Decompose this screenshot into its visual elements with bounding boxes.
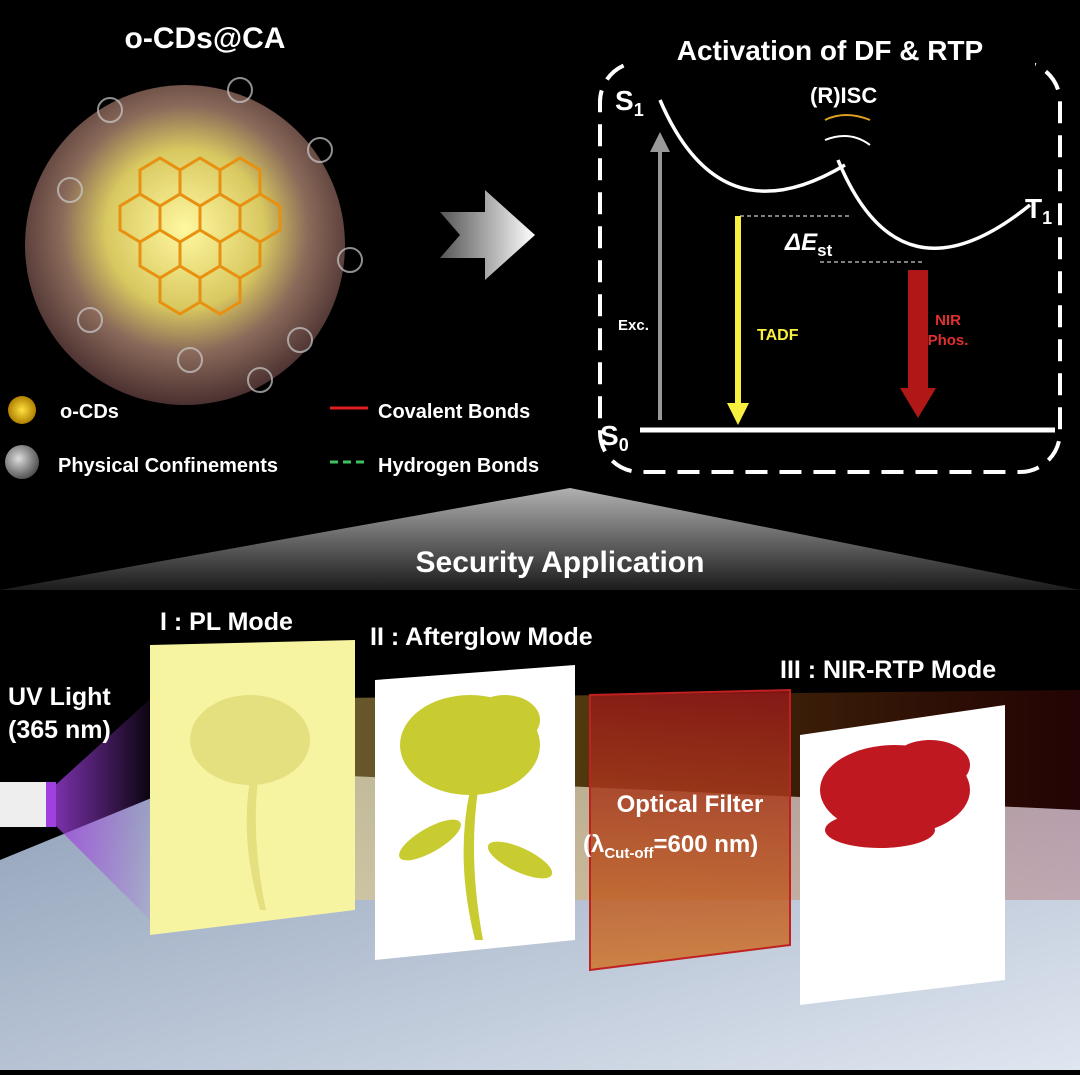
nir-label: NIR Phos.: [928, 312, 969, 349]
subscript: Cut-off: [604, 845, 654, 862]
nir-arrow: [908, 270, 928, 390]
mode-label: III : NIR-RTP Mode: [780, 656, 996, 684]
dashed-frame: [598, 60, 1062, 474]
molecules: [57, 77, 363, 393]
legend-label: Physical Confinements: [58, 455, 278, 477]
nir-line: NIR: [935, 312, 961, 329]
section-title: Security Application: [416, 546, 705, 579]
s0-label: S0: [600, 420, 629, 455]
isc-arrow: [824, 135, 871, 146]
uv-beam: [50, 690, 160, 930]
t1-curve: [836, 159, 1032, 250]
uv-lamp: [0, 782, 50, 827]
spotlight: [0, 488, 1080, 590]
sphere: [25, 85, 345, 405]
symbol: T: [1025, 193, 1042, 224]
exc-arrowhead: [650, 132, 670, 152]
s1-curve: [658, 99, 846, 193]
nir-arrowhead: [900, 388, 936, 418]
uv-line: (365 nm): [8, 716, 111, 744]
uv-label: UV Light (365 nm): [8, 683, 111, 744]
energy-panel: Activation of DF & RTP S1 T1 S0 (R)ISC Δ…: [598, 30, 1062, 474]
tadf-arrowhead: [727, 403, 749, 425]
o-cds-icon: [8, 396, 36, 424]
lattice: [118, 156, 282, 316]
rose-faint: [190, 695, 310, 910]
subscript: 1: [634, 100, 644, 120]
subscript: 1: [1042, 208, 1052, 228]
rose-red: [820, 740, 970, 848]
filter-prefix: (λ: [583, 831, 604, 858]
subscript: st: [817, 241, 832, 260]
title-bg: [625, 30, 1035, 74]
filter-suffix: =600 nm): [653, 831, 758, 858]
symbol: ΔE: [784, 229, 818, 256]
tadf-label: TADF: [757, 327, 799, 344]
symbol: S: [615, 85, 634, 116]
uv-line: UV Light: [8, 683, 111, 711]
isc-label: (R)ISC: [810, 83, 877, 108]
arrow: [440, 190, 535, 280]
rose-yellow: [399, 695, 553, 940]
legend-label: Covalent Bonds: [378, 401, 530, 423]
risc-arrow: [824, 114, 871, 121]
nir-line: Phos.: [928, 332, 969, 349]
symbol: S: [600, 420, 619, 451]
mode-label: II : Afterglow Mode: [370, 623, 593, 651]
filter-cutoff: (λCut-off=600 nm): [583, 831, 758, 862]
legend-label: o-CDs: [60, 401, 119, 423]
s1-label: S1: [615, 85, 644, 120]
filter-label: Optical Filter: [617, 791, 764, 818]
uv-lamp-lens: [46, 782, 56, 827]
t1-label: T1: [1025, 193, 1052, 228]
panel-title: Activation of DF & RTP: [677, 35, 983, 66]
optical-filter: [589, 688, 791, 972]
application-panel: Security Application UV Light (365 nm) I …: [0, 488, 1080, 1070]
legend-label: Hydrogen Bonds: [378, 455, 539, 477]
delta-e-label: ΔEst: [784, 229, 833, 260]
mode-label: I : PL Mode: [160, 608, 293, 636]
sphere-panel: o-CDs@CA o-CDs Covalent Bonds Physical C…: [5, 22, 539, 479]
subscript: 0: [619, 435, 629, 455]
confinement-icon: [5, 445, 39, 479]
sphere-title: o-CDs@CA: [125, 22, 286, 55]
exc-label: Exc.: [618, 317, 649, 334]
